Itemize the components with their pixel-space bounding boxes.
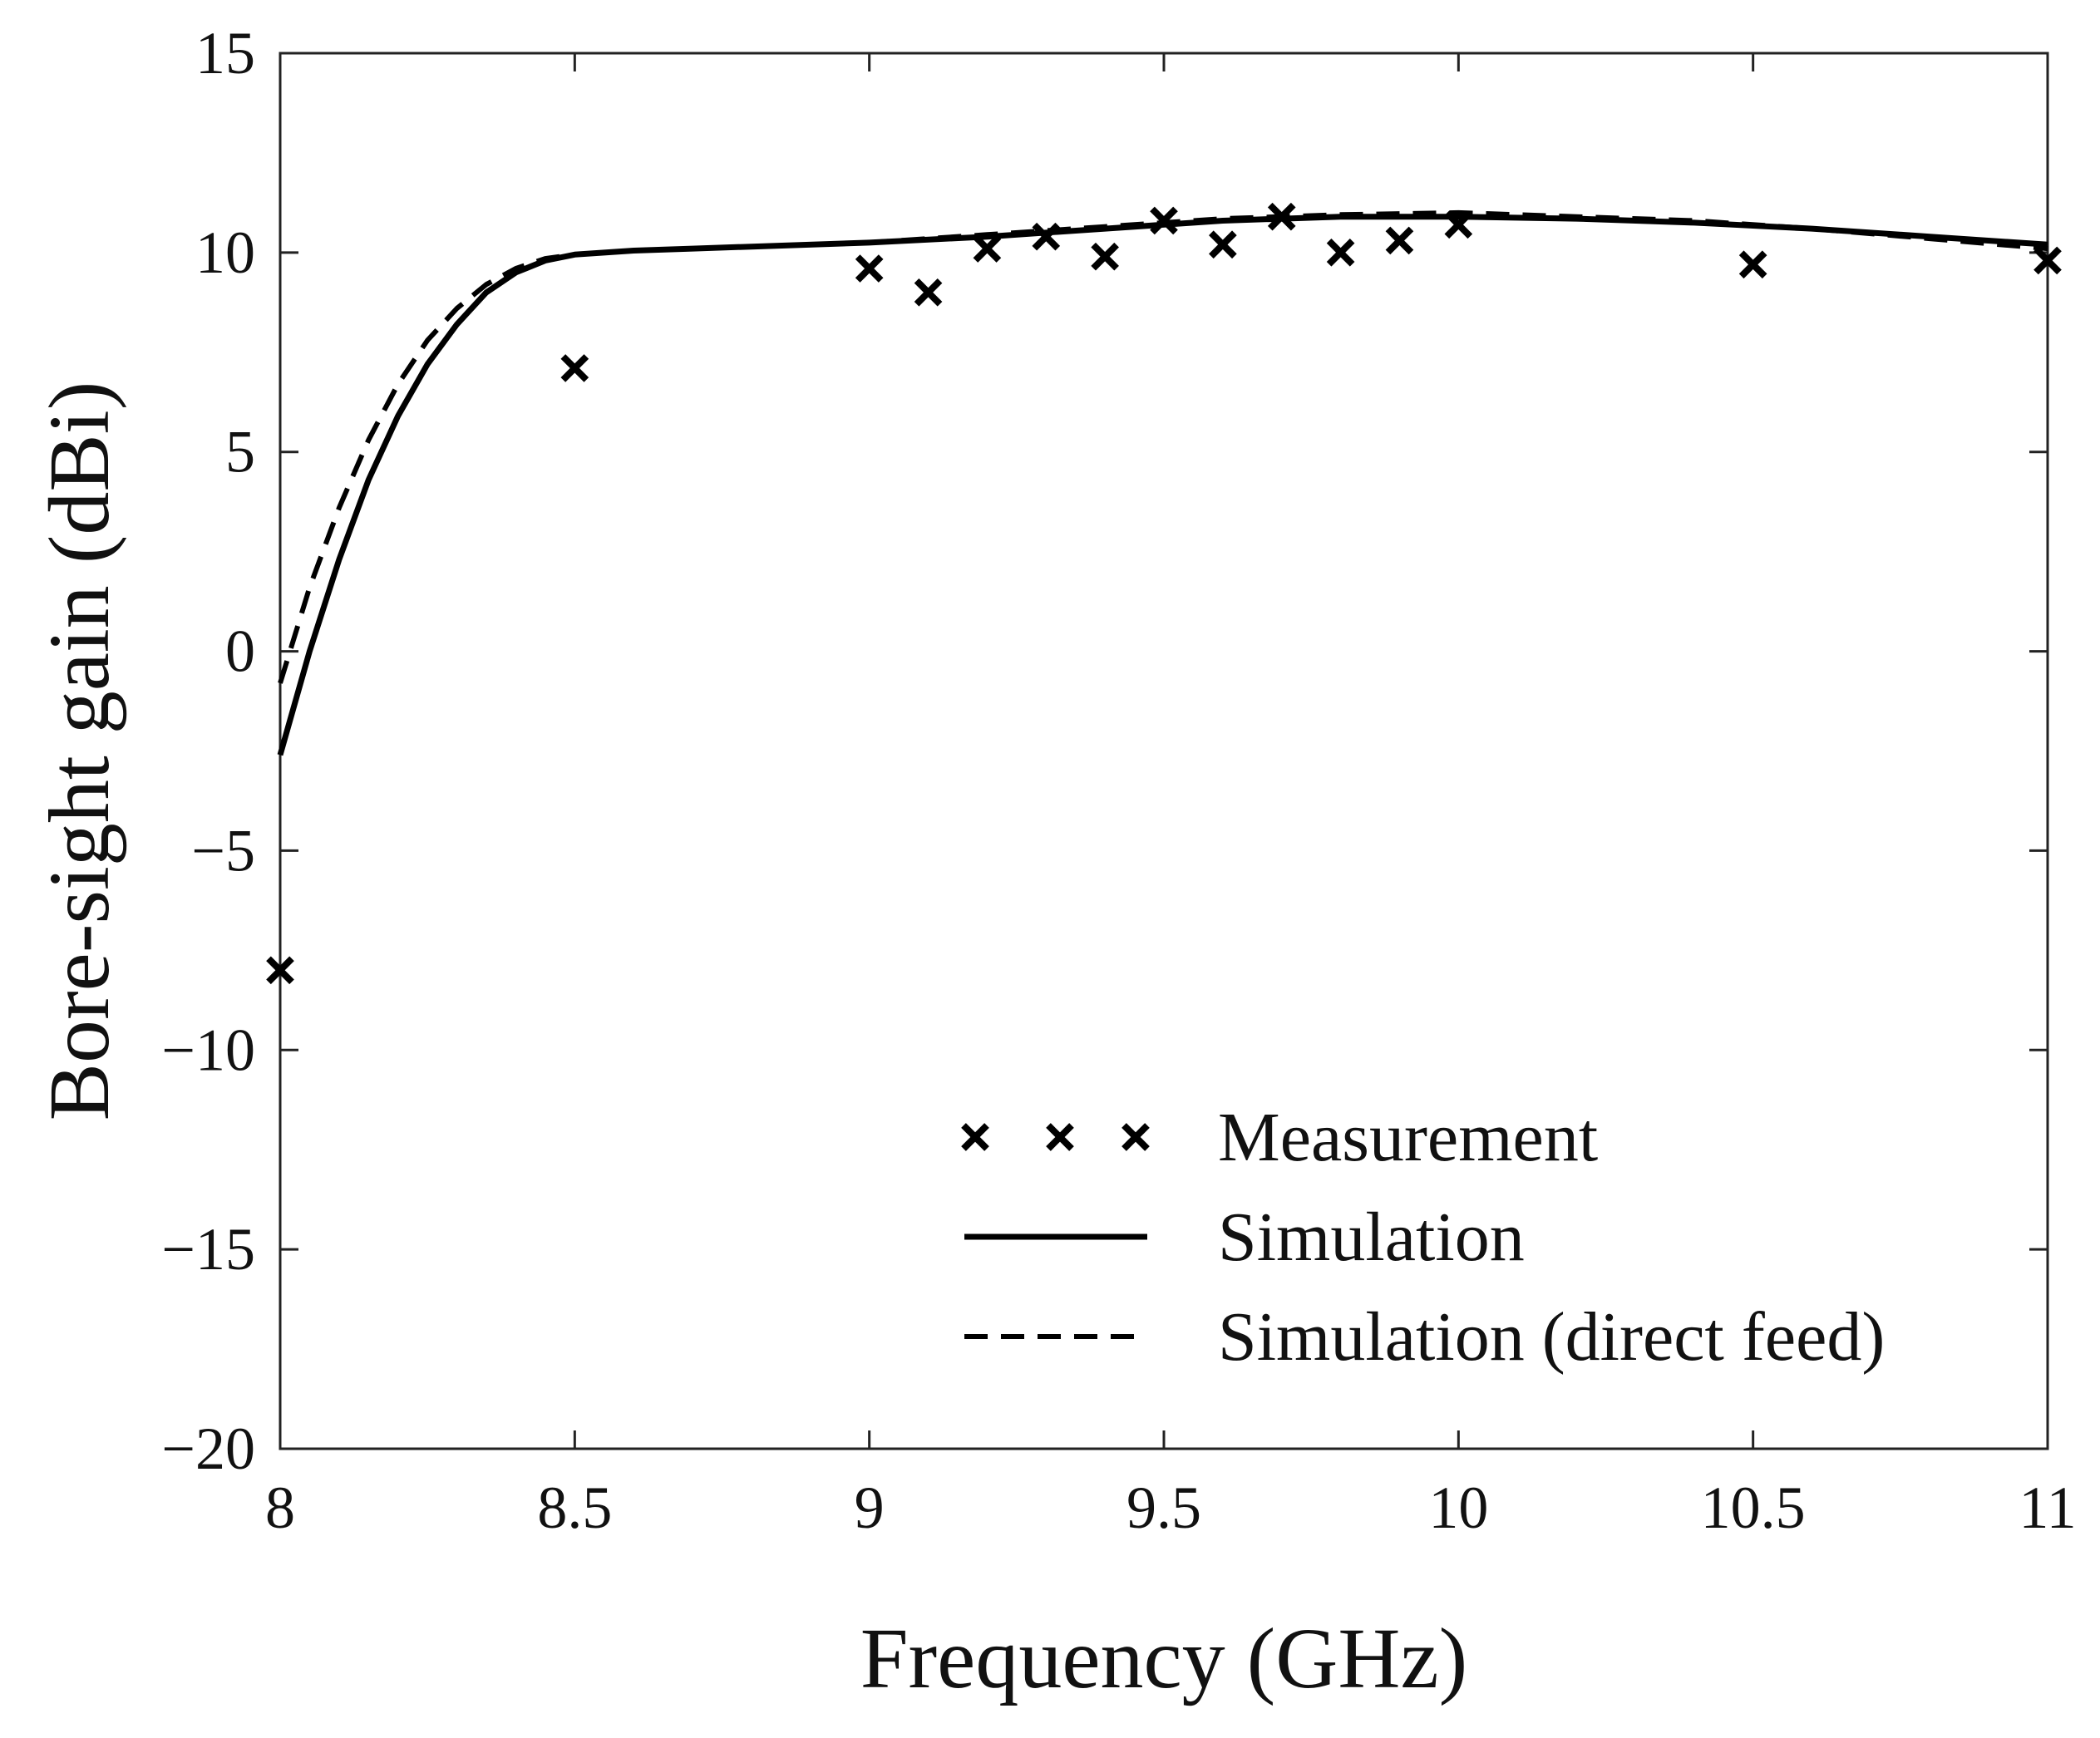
legend-marker: [1121, 1123, 1150, 1151]
measurement-point: [1738, 250, 1767, 279]
measurement-point: [266, 956, 294, 985]
legend-label: Simulation (direct feed): [1218, 1298, 1885, 1376]
measurement-point: [914, 278, 943, 307]
y-tick-label: −5: [191, 817, 255, 884]
legend-item-measurement: Measurement: [961, 1099, 1598, 1176]
measurement-point: [2033, 246, 2062, 275]
measurement-point: [1326, 239, 1355, 267]
marker-stroke: [1326, 239, 1355, 267]
measurement-point: [973, 234, 1002, 263]
measurement-point: [1091, 242, 1119, 271]
marker-stroke: [973, 234, 1002, 263]
marker-stroke: [914, 278, 943, 307]
marker-stroke: [1121, 1123, 1150, 1151]
x-tick-label: 8: [265, 1475, 295, 1541]
marker-stroke: [1385, 226, 1414, 255]
y-tick-label: −15: [161, 1216, 255, 1283]
y-tick-label: 15: [195, 20, 255, 86]
marker-stroke: [560, 354, 589, 382]
legend-label: Simulation: [1218, 1199, 1525, 1276]
marker-stroke: [2033, 246, 2062, 275]
y-tick-label: 0: [225, 618, 255, 685]
y-tick-label: −20: [161, 1416, 255, 1482]
y-axis-title: Bore-sight gain (dBi): [32, 382, 127, 1121]
marker-stroke: [266, 956, 294, 985]
x-tick-label: 10.5: [1701, 1475, 1806, 1541]
marker-stroke: [1209, 230, 1237, 259]
x-tick-label: 9: [855, 1475, 885, 1541]
data-series: [266, 202, 2062, 985]
measurement-point: [855, 254, 884, 283]
marker-stroke: [855, 254, 884, 283]
legend-item-simulation-direct-feed: Simulation (direct feed): [964, 1298, 1885, 1376]
legend-marker: [1046, 1123, 1074, 1151]
legend-marker: [961, 1123, 989, 1151]
x-axis-title: Frequency (GHz): [860, 1611, 1468, 1706]
y-tick-label: −10: [161, 1017, 255, 1083]
measurement-point: [1209, 230, 1237, 259]
legend-label: Measurement: [1218, 1099, 1598, 1176]
measurement-point: [560, 354, 589, 382]
x-tick-label: 11: [2019, 1475, 2076, 1541]
marker-stroke: [1046, 1123, 1074, 1151]
series-line-simulation-direct-feed: [278, 209, 2048, 684]
legend-item-simulation: Simulation: [964, 1199, 1525, 1276]
marker-stroke: [1738, 250, 1767, 279]
marker-stroke: [1091, 242, 1119, 271]
x-tick-label: 10: [1428, 1475, 1488, 1541]
x-tick-label: 8.5: [537, 1475, 612, 1541]
measurement-point: [1385, 226, 1414, 255]
y-tick-label: 10: [195, 219, 255, 286]
marker-stroke: [961, 1123, 989, 1151]
legend: Measurement Simulation Simulation (direct …: [961, 1099, 1885, 1376]
x-tick-label: 9.5: [1126, 1475, 1201, 1541]
axes: 8 8.5 9 9.5 10 10.5 11 −20 −15 −10 −5 0 5 10 15: [161, 20, 2076, 1541]
y-tick-label: 5: [225, 419, 255, 485]
